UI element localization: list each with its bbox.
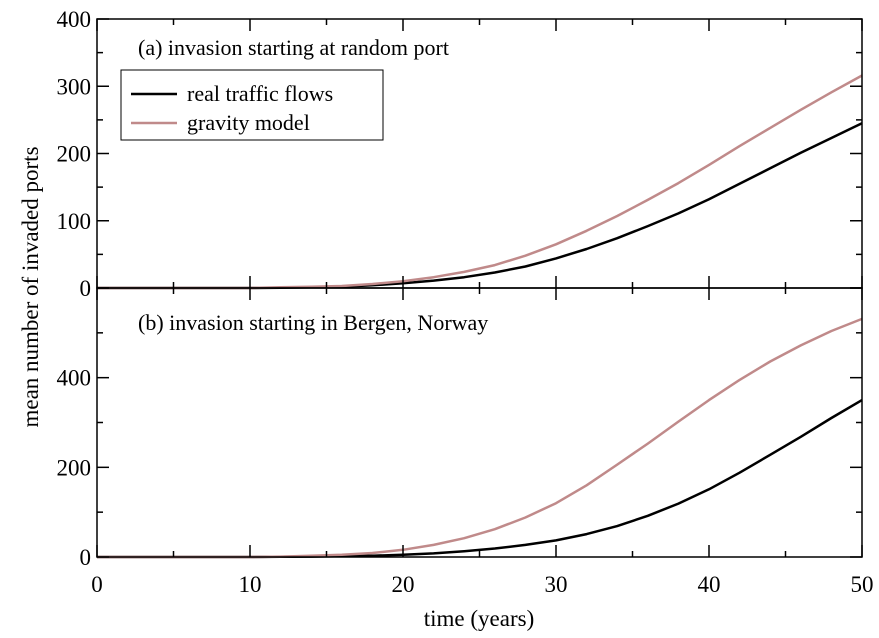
series-line-real-panel-a bbox=[97, 122, 863, 290]
panel-b: (b) invasion starting in Bergen, Norway … bbox=[57, 287, 863, 570]
series-line-gravity-panel-b bbox=[97, 317, 863, 559]
panel-a: (a) invasion starting at random port 0 10… bbox=[57, 7, 863, 301]
y-tick-label-panel-b: 0 bbox=[80, 545, 92, 570]
x-tick-label: 30 bbox=[545, 572, 568, 597]
x-axis-title: time (years) bbox=[424, 606, 534, 631]
x-tick-label: 0 bbox=[91, 572, 103, 597]
legend-label-real: real traffic flows bbox=[187, 81, 333, 106]
x-tick-label: 50 bbox=[851, 572, 874, 597]
y-tick-label-panel-a: 400 bbox=[57, 7, 92, 32]
y-axis-title: mean number of invaded ports bbox=[18, 146, 43, 427]
y-tick-label-panel-a: 100 bbox=[57, 209, 92, 234]
legend-box bbox=[120, 69, 384, 141]
x-tick-label: 40 bbox=[698, 572, 721, 597]
legend-label-gravity: gravity model bbox=[187, 110, 310, 135]
x-tick-label: 20 bbox=[392, 572, 415, 597]
y-tick-label-panel-a: 300 bbox=[57, 74, 92, 99]
x-axis: 0 10 20 30 40 50 bbox=[91, 572, 873, 597]
panel-b-title: (b) invasion starting in Bergen, Norway bbox=[138, 310, 488, 335]
panel-a-title: (a) invasion starting at random port bbox=[138, 35, 449, 60]
y-tick-label-panel-b: 200 bbox=[57, 455, 92, 480]
y-tick-label-panel-b: 400 bbox=[57, 366, 92, 391]
legend: real traffic flows gravity model bbox=[120, 69, 384, 141]
x-tick-label: 10 bbox=[239, 572, 262, 597]
y-tick-label-panel-a: 0 bbox=[80, 276, 92, 301]
y-tick-label-panel-a: 200 bbox=[57, 142, 92, 167]
